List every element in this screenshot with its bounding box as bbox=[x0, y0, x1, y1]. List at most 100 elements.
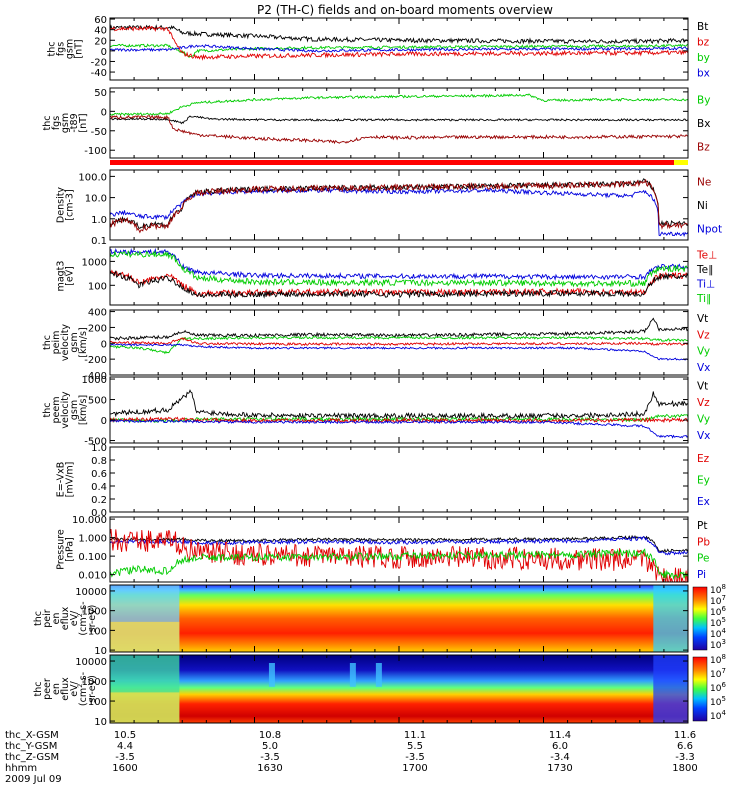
y-axis-label: sr-eV) bbox=[87, 605, 98, 633]
orbit-value: 10.8 bbox=[259, 730, 281, 741]
series-line-2 bbox=[109, 416, 689, 424]
y-tick-label: -50 bbox=[91, 127, 107, 138]
y-axis-label: [km/s] bbox=[78, 327, 89, 357]
colorbar-scale bbox=[692, 586, 708, 651]
y-axis-label: (cm2-s- bbox=[76, 601, 89, 635]
y-axis-label: thc bbox=[42, 116, 53, 131]
orbit-value: -3.5 bbox=[260, 752, 280, 763]
legend-entry: Pe bbox=[697, 553, 709, 565]
y-tick-label: 0.010 bbox=[78, 571, 107, 582]
legend-entry: Ti⊥ bbox=[696, 278, 715, 290]
y-axis-label: thc bbox=[33, 611, 44, 626]
orbit-value: -3.5 bbox=[115, 752, 135, 763]
orbit-row-label: thc_X-GSM bbox=[5, 730, 59, 741]
series-line-3 bbox=[109, 548, 689, 581]
y-axis-label: magt3 bbox=[56, 261, 67, 292]
y-tick-label: 10000 bbox=[75, 657, 107, 668]
y-tick-label: 10000 bbox=[75, 587, 107, 598]
y-axis-label: fgs bbox=[51, 116, 62, 130]
y-tick-label: 0 bbox=[101, 107, 107, 118]
legend-entry: Te∥ bbox=[696, 264, 713, 276]
y-axis-label: thc bbox=[42, 403, 53, 418]
y-tick-label: 10 bbox=[94, 646, 107, 657]
y-tick-label: 0.8 bbox=[91, 456, 107, 467]
panel-efield: 1.0 0.8 0.6 0.4 0.2 0.0 E=-VxB[mV/m] Ez Ey Ex bbox=[56, 443, 710, 519]
y-tick-label: 0.6 bbox=[91, 469, 107, 480]
series-line-2 bbox=[110, 44, 689, 53]
panel-frame bbox=[109, 309, 689, 376]
legend-entry: Vy bbox=[697, 346, 710, 358]
y-tick-label: 100.0 bbox=[78, 172, 107, 183]
series-line-0 bbox=[109, 93, 689, 117]
panel-peir: 10810710610510410310000100010010thcpeire… bbox=[33, 583, 726, 657]
y-tick-label: -100 bbox=[84, 146, 107, 157]
y-tick-label: 400 bbox=[88, 308, 107, 319]
colorbar-label: 108 bbox=[710, 653, 726, 666]
spectrogram-late-interval bbox=[653, 585, 688, 652]
y-axis-label: peim bbox=[51, 331, 62, 355]
y-axis-label: peir bbox=[42, 609, 53, 628]
y-axis-label: gsm bbox=[69, 332, 80, 352]
colorbar-label: 103 bbox=[710, 638, 726, 651]
colorbar-label: 107 bbox=[710, 667, 726, 680]
legend-entry: Bx bbox=[697, 118, 710, 130]
y-tick-label: -500 bbox=[84, 437, 107, 448]
y-tick-label: 100 bbox=[88, 697, 107, 708]
orbit-value: -3.4 bbox=[550, 752, 570, 763]
legend-entry: Bz bbox=[697, 141, 710, 153]
legend-entry: Vy bbox=[697, 413, 710, 425]
y-axis-label: sr-eV) bbox=[87, 675, 98, 703]
legend-entry: Bt bbox=[697, 21, 708, 33]
y-axis-label: fgs bbox=[56, 42, 67, 56]
y-axis-label: Pressure bbox=[56, 529, 67, 570]
colorbar-label: 107 bbox=[710, 594, 726, 607]
colorbar-scale bbox=[692, 656, 708, 722]
y-tick-label: 0.2 bbox=[91, 495, 107, 506]
panel-frame bbox=[109, 446, 689, 513]
y-tick-label: 1000 bbox=[82, 257, 107, 268]
y-axis-label: Density bbox=[56, 187, 67, 223]
legend-entry: By bbox=[697, 95, 710, 107]
y-tick-label: 1000 bbox=[82, 607, 107, 618]
spectrogram-image bbox=[110, 585, 688, 652]
y-tick-label: 0.0 bbox=[91, 508, 107, 519]
spectrogram-blob-2 bbox=[375, 663, 382, 687]
series-line-1 bbox=[109, 335, 689, 355]
spectrogram-blob-1 bbox=[349, 663, 356, 687]
legend-entry: Pb bbox=[697, 536, 710, 548]
legend-entry: Vz bbox=[697, 397, 710, 409]
legend-entry: Pt bbox=[697, 520, 707, 532]
y-axis-label: thc bbox=[33, 682, 44, 697]
y-axis-label: gsm bbox=[60, 113, 71, 133]
y-axis-label: [eV] bbox=[65, 266, 76, 286]
series-line-3 bbox=[109, 343, 689, 361]
orbit-value: -3.3 bbox=[675, 752, 695, 763]
spectrogram-image bbox=[110, 655, 688, 723]
series-line-2 bbox=[109, 114, 689, 145]
y-tick-label: 1.000 bbox=[78, 534, 107, 545]
panel-density: 100.0 10.0 1.0 0.1 Density[cm-3] Ne Ni Npot bbox=[56, 169, 722, 247]
series-line-2 bbox=[109, 337, 689, 347]
series-line-1 bbox=[109, 250, 688, 288]
legend-entry: Vx bbox=[697, 430, 710, 442]
y-axis-label: [cm-3] bbox=[65, 189, 76, 220]
y-tick-label: -200 bbox=[84, 355, 107, 366]
status-bar bbox=[110, 160, 674, 165]
y-tick-label: 10.0 bbox=[85, 194, 107, 205]
y-axis-label: (cm2-s- bbox=[76, 672, 89, 706]
y-tick-label: 0 bbox=[101, 47, 107, 58]
orbit-value: 6.6 bbox=[677, 741, 693, 752]
orbit-value: 1600 bbox=[112, 763, 137, 774]
y-axis-label: eV/ bbox=[69, 680, 80, 696]
colorbar-label: 104 bbox=[710, 709, 726, 722]
legend-entry: Ni bbox=[697, 200, 708, 212]
orbit-row-label: thc_Y-GSM bbox=[5, 741, 57, 752]
y-axis-label: -t89 bbox=[69, 113, 80, 132]
y-tick-label: -400 bbox=[84, 371, 107, 382]
y-axis-label: gsm bbox=[69, 400, 80, 420]
orbit-value: 1800 bbox=[672, 763, 697, 774]
